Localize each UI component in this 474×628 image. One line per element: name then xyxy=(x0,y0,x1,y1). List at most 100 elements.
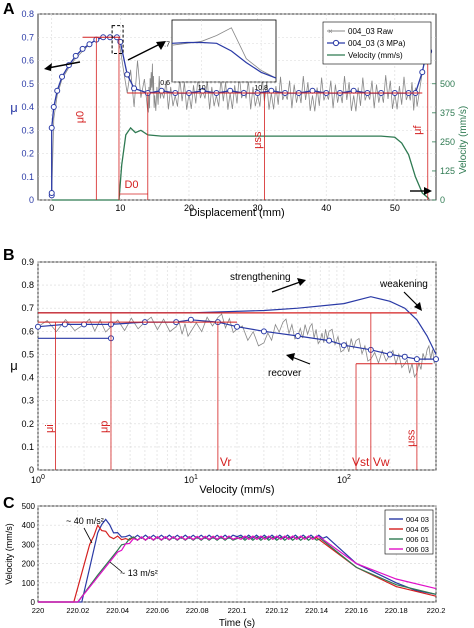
weakening-arrowhead xyxy=(414,302,422,311)
y-tick-label: 0 xyxy=(31,598,36,607)
x-tick-label: 220.02 xyxy=(66,606,89,615)
binned-point xyxy=(260,328,267,335)
y-tick-label: 200 xyxy=(22,560,36,569)
series-006-03-line xyxy=(38,535,437,603)
raw-friction-line xyxy=(37,313,437,379)
smoothed-point xyxy=(227,87,234,94)
y-tick-label: 0.7 xyxy=(21,32,34,42)
y-tick-label: 0.1 xyxy=(21,442,34,452)
panel-a-y2-ticks: 0 125 250 375 500 xyxy=(432,79,455,205)
smoothed-point xyxy=(48,190,55,197)
x-tick-label: 40 xyxy=(321,203,331,213)
legend-label: 004 05 xyxy=(406,525,429,534)
panel-a-xlabel: Displacement (mm) xyxy=(189,207,284,219)
zoom-region-box xyxy=(111,25,124,55)
panel-b-y-ticks: 0 0.1 0.2 0.3 0.4 0.5 0.6 0.7 0.8 0.9 xyxy=(21,257,34,475)
panel-a-label: A xyxy=(3,1,15,18)
panel-a-annotations: μ0 D0 μss μf xyxy=(44,25,432,200)
y-tick-label: 0.3 xyxy=(21,396,34,406)
y-tick-label: 0.2 xyxy=(21,419,34,429)
y-tick-label: 400 xyxy=(22,521,36,530)
legend-smooth-marker xyxy=(332,39,340,47)
x-tick-exponent: 1 xyxy=(194,474,198,481)
smoothed-point xyxy=(158,87,165,94)
panel-c-ylabel: Velocity (mm/s) xyxy=(4,523,14,585)
y-tick-label: 0.9 xyxy=(21,257,34,267)
acceleration-fast-label: ~ 40 m/s² xyxy=(66,516,104,526)
legend-label: 006 01 xyxy=(406,535,429,544)
panel-a-x-ticks: 0 10 20 30 40 50 xyxy=(49,203,400,213)
y-tick-label: 0.5 xyxy=(21,349,34,359)
inset-arrowhead xyxy=(156,41,166,50)
y-tick-label: 0.3 xyxy=(21,125,34,135)
recover-arrow xyxy=(291,356,311,365)
vw-label: Vw xyxy=(373,455,390,469)
velocity-series-line xyxy=(51,126,430,201)
panel-a-y-ticks: 0 0.1 0.2 0.3 0.4 0.5 0.6 0.7 0.8 xyxy=(21,9,34,205)
binned-point xyxy=(326,337,333,344)
panel-c-xlabel: Time (s) xyxy=(219,618,255,628)
y2-tick-label: 250 xyxy=(440,137,455,147)
y-tick-label: 0.6 xyxy=(21,56,34,66)
inset-ticks: 10 10.8 0.6 0.7 xyxy=(160,41,268,92)
panel-c-x-ticks: 220 220.02 220.04 220.06 220.08 220.1 220.12 22… xyxy=(32,606,446,615)
y-tick-label: 0.2 xyxy=(21,149,34,159)
y-tick-label: 0.8 xyxy=(21,9,34,19)
mu0-label: μ0 xyxy=(74,111,86,123)
left-arrow xyxy=(47,61,81,69)
binned-point xyxy=(187,316,194,323)
binned-point xyxy=(340,342,347,349)
y-tick-label: 300 xyxy=(22,540,36,549)
panel-a-y2label: Velocity (mm/s) xyxy=(458,106,469,174)
x-tick-exponent: 2 xyxy=(347,474,351,481)
y-tick-label: 0.4 xyxy=(21,373,34,383)
panel-b-annotations: μi μp μss Vr Vst Vw strengthening weaken… xyxy=(38,272,433,470)
legend-smooth-label: 004_03 (3 MPa) xyxy=(348,39,406,48)
panel-a: A 0 0.1 0.2 0.3 0.4 0.5 0.6 0.7 0.8 0 125 250 375 50… xyxy=(3,1,469,219)
x-tick-label: 220.04 xyxy=(106,606,129,615)
y-tick-label: 0.4 xyxy=(21,102,34,112)
y-tick-label: 0.8 xyxy=(21,280,34,290)
legend-raw-label: 004_03 Raw xyxy=(348,27,393,36)
y-tick-label: 0.7 xyxy=(21,303,34,313)
panel-c-y-ticks: 0 100 200 300 400 500 xyxy=(22,502,36,607)
panel-b-x-ticks: 100 101 102 xyxy=(31,474,351,485)
x-tick-label: 220.06 xyxy=(146,606,169,615)
x-tick-label: 220.16 xyxy=(345,606,368,615)
panel-b-ylabel: μ xyxy=(10,358,18,373)
panel-b-xlabel: Velocity (mm/s) xyxy=(199,484,274,496)
binned-point xyxy=(234,323,240,330)
y-tick-label: 500 xyxy=(22,502,36,511)
legend-label: 006 03 xyxy=(406,545,429,554)
legend-box xyxy=(384,509,434,555)
muf-label: μf xyxy=(412,125,424,135)
vst-label: Vst xyxy=(352,455,370,469)
acceleration-slow-label: ~ 13 m/s² xyxy=(120,568,158,578)
x-tick-label: 220.2 xyxy=(427,606,446,615)
x-tick-label: 30 xyxy=(253,203,263,213)
smoothed-point xyxy=(419,69,426,76)
strengthening-arrowhead xyxy=(297,278,306,286)
muss-label: μss xyxy=(252,131,264,149)
acceleration-fast-arrow xyxy=(83,527,93,544)
panel-b: B 00.10.20.30.40.50.60.70.80.9 100 101 102… xyxy=(3,247,439,496)
y2-tick-label: 375 xyxy=(440,108,455,118)
inset-arrow xyxy=(127,43,161,61)
x-tick-exponent: 0 xyxy=(41,474,45,481)
y2-tick-label: 0 xyxy=(440,195,445,205)
smoothed-point xyxy=(86,41,93,48)
smoothed-point xyxy=(350,87,357,94)
d0-label: D0 xyxy=(124,179,138,191)
muss-label: μss xyxy=(406,429,418,447)
smoothed-point xyxy=(48,124,55,131)
left-arrowhead xyxy=(44,63,52,71)
right-arrowhead xyxy=(424,187,432,195)
x-tick-label: 220.18 xyxy=(385,606,408,615)
weakening-arrow xyxy=(403,291,419,307)
panel-a-inset: 10 10.8 0.6 0.7 xyxy=(160,19,277,92)
smoothed-point xyxy=(54,87,61,94)
panel-a-legend: × 004_03 Raw 004_03 (3 MPa) Velocity (mm… xyxy=(322,21,432,65)
recover-arrowhead xyxy=(286,353,295,361)
acceleration-slow-arrow xyxy=(109,561,123,573)
